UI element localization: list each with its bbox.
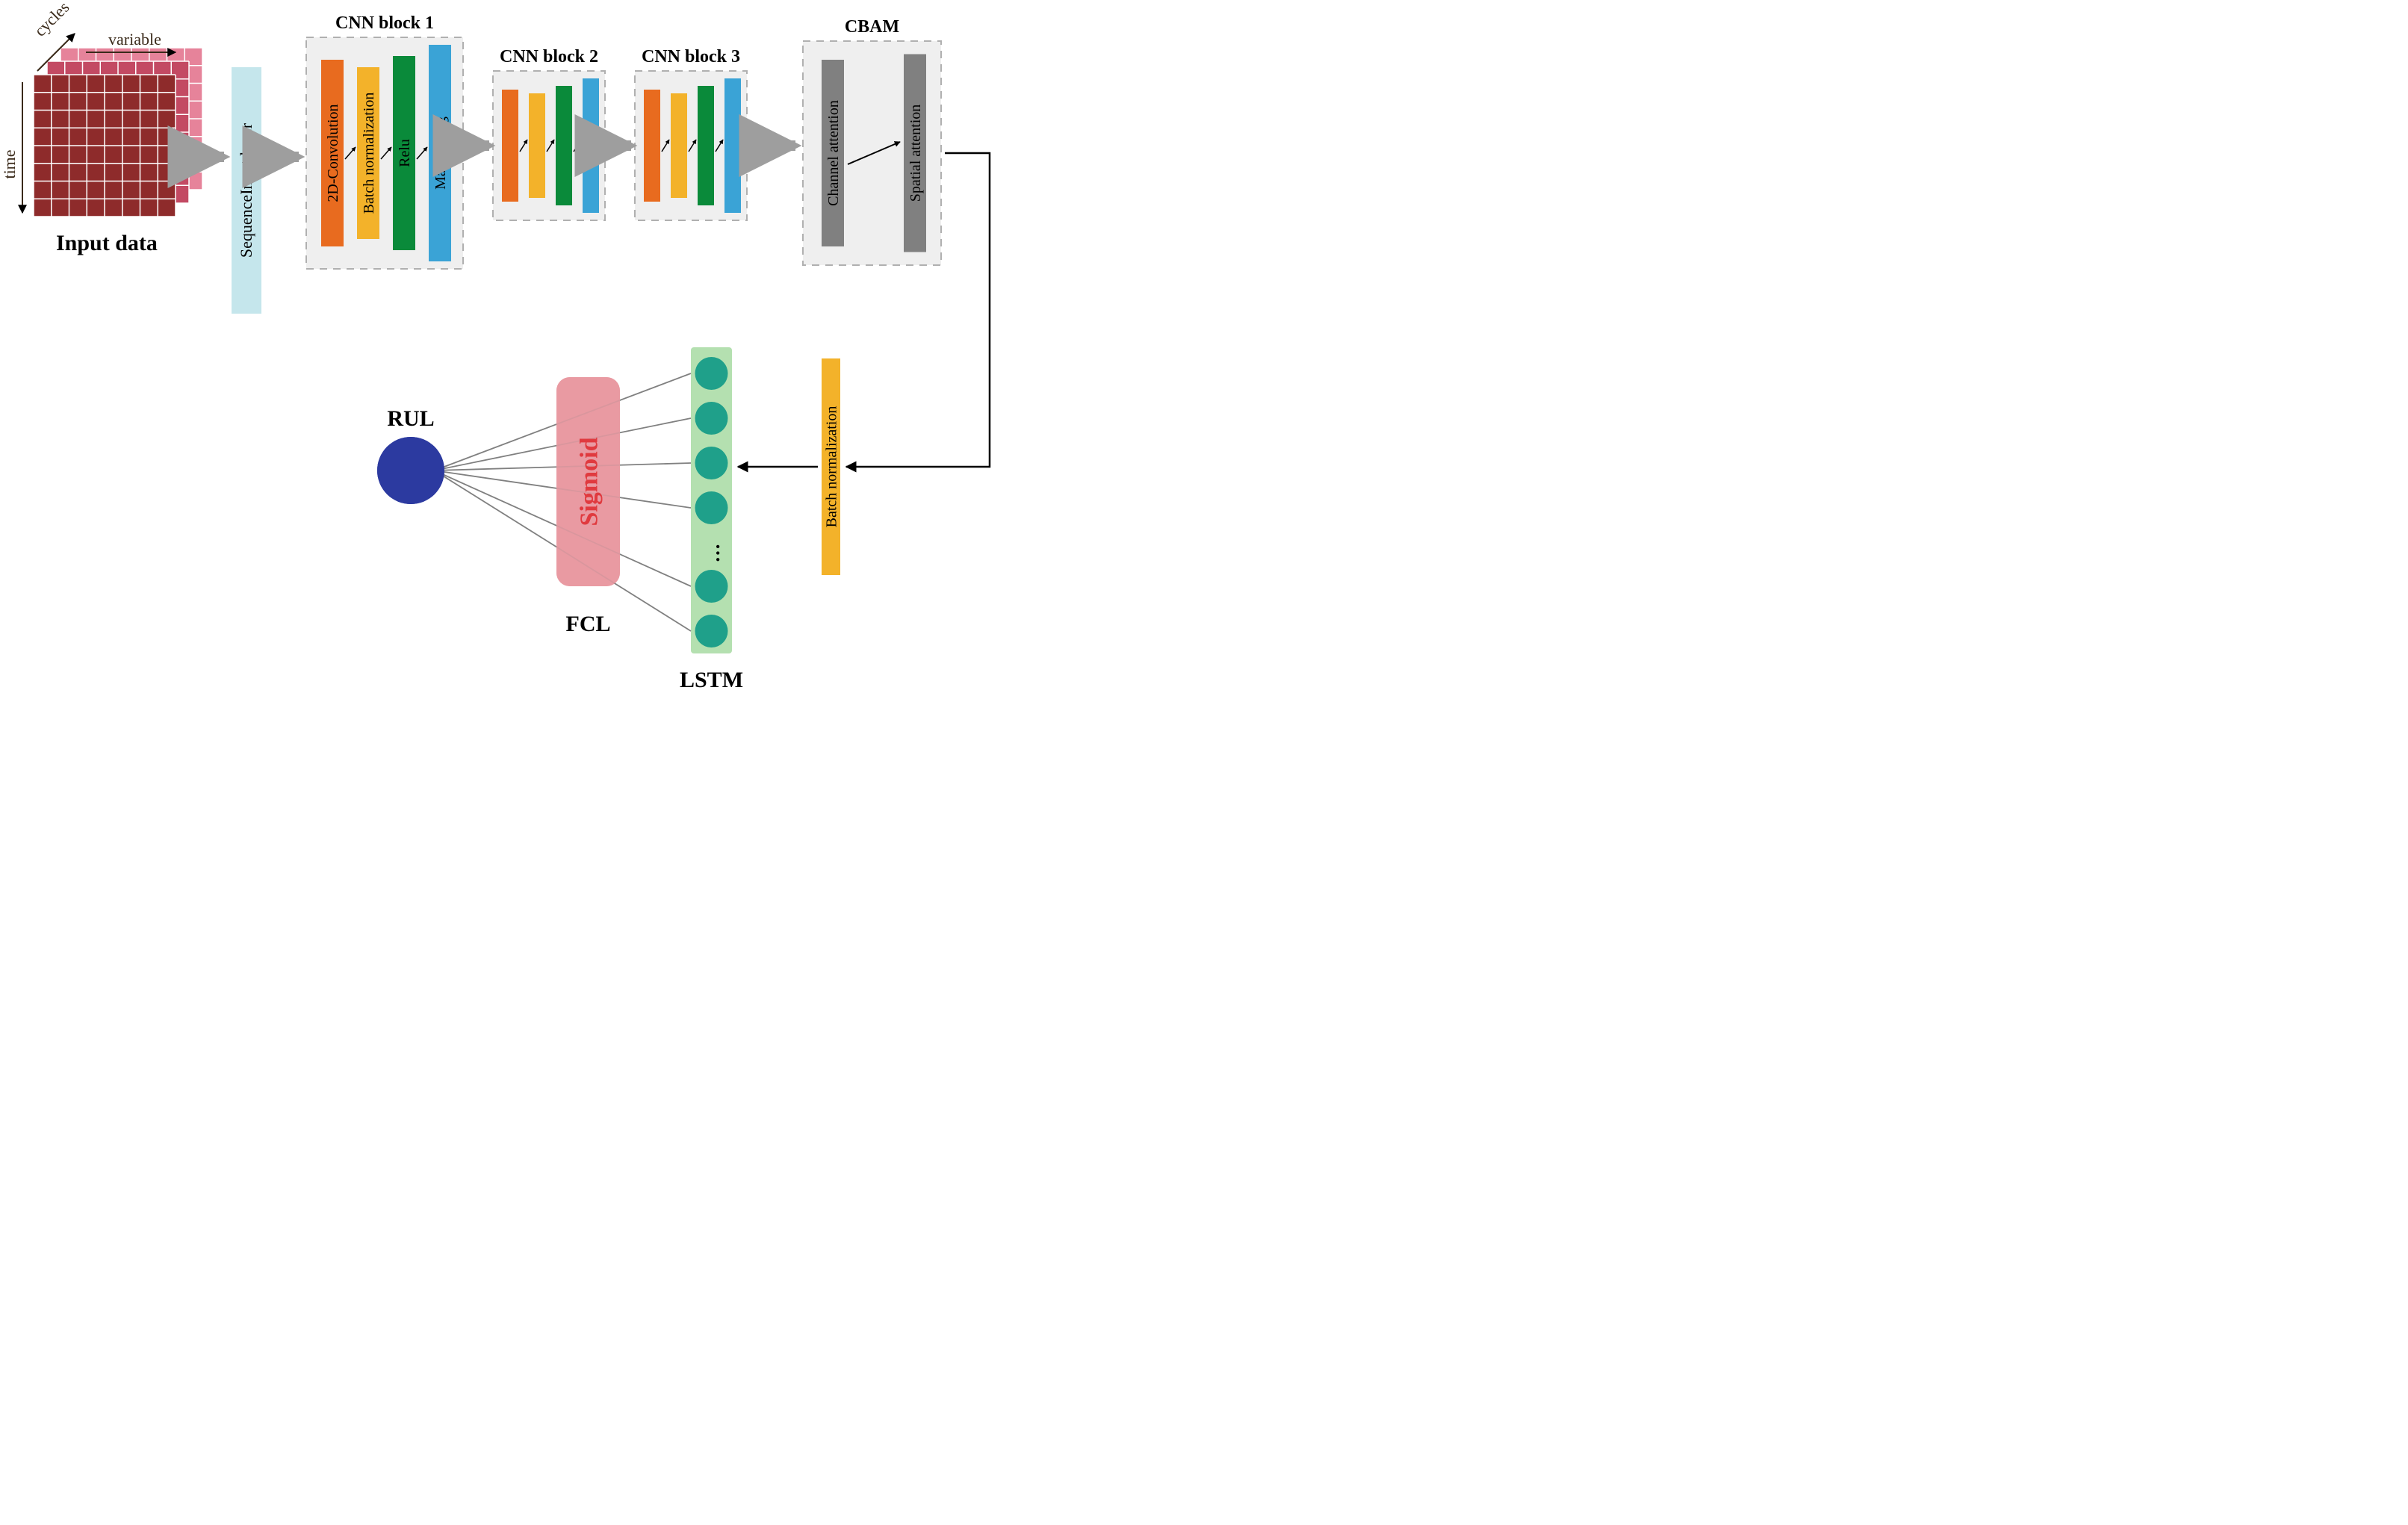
cbam-title: CBAM: [845, 17, 899, 37]
cnn-bar: [556, 86, 572, 205]
cnn-block-title: CNN block 3: [642, 47, 740, 66]
fcl-title: FCL: [566, 612, 611, 636]
axis-label-variable: variable: [108, 30, 161, 49]
lstm-node: [695, 447, 728, 479]
cnn-block-title: CNN block 1: [335, 13, 434, 33]
cnn-bar-label: 2D-Convolution: [325, 104, 341, 202]
lstm-ellipsis: ···: [707, 543, 729, 562]
axis-label-cycles: cycles: [31, 0, 73, 40]
seq-label: SequenceInput layer: [237, 122, 255, 258]
input-title: Input data: [56, 231, 158, 255]
lstm-node: [695, 615, 728, 647]
axis-label-time: time: [0, 149, 19, 178]
cnn-bar: [583, 78, 599, 213]
cnn-bar: [698, 86, 714, 205]
rul-title: RUL: [387, 406, 434, 431]
bn2-label: Batch normalization: [824, 406, 840, 528]
cnn-bar: [502, 90, 518, 202]
lstm-title: LSTM: [680, 668, 743, 692]
cnn-bar-label: Maxpooling: [432, 117, 449, 190]
lstm-node: [695, 570, 728, 603]
cnn-bar: [644, 90, 660, 202]
rul-node-overlay: [377, 437, 444, 504]
lstm-node: [695, 491, 728, 524]
sigmoid-label-overlay: Sigmoid: [576, 437, 603, 526]
cbam-bar-label: Spatial attention: [907, 105, 924, 202]
cnn-bar: [724, 78, 741, 213]
input-grid-layer: [34, 75, 176, 217]
cnn-bar-label: Batch normalization: [361, 93, 377, 214]
cnn-block-title: CNN block 2: [500, 47, 598, 66]
cbam-bar-label: Channel attention: [825, 100, 842, 206]
cnn-bar: [529, 93, 545, 198]
cnn-bar: [671, 93, 687, 198]
lstm-node: [695, 357, 728, 390]
lstm-node: [695, 402, 728, 435]
cnn-bar-label: Relu: [397, 139, 413, 167]
